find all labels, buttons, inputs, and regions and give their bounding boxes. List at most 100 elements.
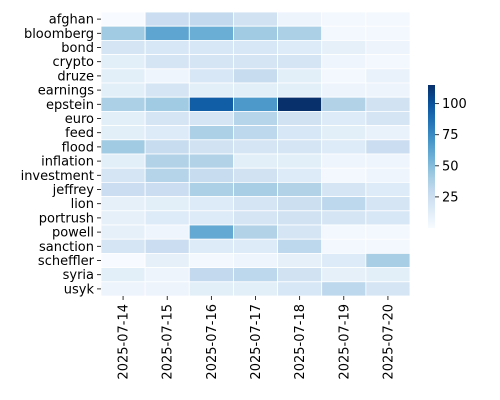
row-label-syria: syria — [63, 268, 94, 283]
heatmap-cell-usyk-2025-07-20 — [365, 281, 411, 297]
heatmap-cell-euro-2025-07-16 — [188, 111, 234, 127]
heatmap-cell-inflation-2025-07-19 — [321, 153, 367, 169]
colorbar-tick-label-25: 25 — [442, 190, 459, 205]
heatmap-cells — [100, 11, 411, 297]
column-label-2025-07-16: 2025-07-16 — [205, 304, 220, 380]
heatmap-cell-euro-2025-07-14 — [100, 111, 146, 127]
heatmap-cell-epstein-2025-07-14 — [100, 96, 146, 112]
heatmap-cell-epstein-2025-07-20 — [365, 96, 411, 112]
heatmap-cell-sanction-2025-07-18 — [277, 238, 323, 254]
heatmap-cell-flood-2025-07-20 — [365, 139, 411, 155]
heatmap-cell-bloomberg-2025-07-20 — [365, 25, 411, 41]
heatmap-cell-flood-2025-07-17 — [233, 139, 278, 155]
heatmap-cell-druze-2025-07-14 — [100, 68, 146, 84]
heatmap-cell-powell-2025-07-14 — [100, 224, 146, 240]
heatmap-cell-bond-2025-07-20 — [365, 40, 411, 56]
heatmap-cell-euro-2025-07-20 — [365, 111, 411, 127]
heatmap-cell-feed-2025-07-15 — [144, 125, 190, 141]
heatmap-cell-sanction-2025-07-19 — [321, 238, 367, 254]
colorbar-gradient — [428, 85, 435, 228]
heatmap-cell-lion-2025-07-14 — [100, 196, 146, 212]
heatmap-cell-crypto-2025-07-18 — [277, 54, 323, 70]
heatmap-cell-epstein-2025-07-18 — [277, 96, 323, 112]
row-label-euro: euro — [65, 112, 94, 127]
heatmap-cell-lion-2025-07-18 — [277, 196, 323, 212]
heatmap-cell-bond-2025-07-18 — [277, 40, 323, 56]
row-label-scheffler: scheffler — [38, 254, 95, 269]
heatmap-cell-earnings-2025-07-17 — [233, 82, 278, 98]
column-label-2025-07-17: 2025-07-17 — [249, 304, 264, 380]
column-label-2025-07-18: 2025-07-18 — [293, 304, 308, 380]
heatmap-cell-crypto-2025-07-19 — [321, 54, 367, 70]
heatmap-cell-bond-2025-07-17 — [233, 40, 278, 56]
heatmap-cell-scheffler-2025-07-18 — [277, 252, 323, 268]
row-label-bond: bond — [61, 41, 94, 56]
row-label-bloomberg: bloomberg — [24, 27, 94, 42]
heatmap-cell-bond-2025-07-15 — [144, 40, 190, 56]
heatmap-cell-druze-2025-07-17 — [233, 68, 278, 84]
heatmap-cell-inflation-2025-07-20 — [365, 153, 411, 169]
heatmap-cell-druze-2025-07-20 — [365, 68, 411, 84]
heatmap-cell-afghan-2025-07-14 — [100, 11, 146, 27]
heatmap-cell-earnings-2025-07-15 — [144, 82, 190, 98]
heatmap-cell-bloomberg-2025-07-19 — [321, 25, 367, 41]
heatmap-cell-sanction-2025-07-17 — [233, 238, 278, 254]
heatmap-cell-inflation-2025-07-16 — [188, 153, 234, 169]
heatmap-cell-crypto-2025-07-20 — [365, 54, 411, 70]
heatmap-cell-scheffler-2025-07-15 — [144, 252, 190, 268]
heatmap-cell-bond-2025-07-19 — [321, 40, 367, 56]
column-label-2025-07-14: 2025-07-14 — [117, 304, 132, 380]
heatmap-cell-powell-2025-07-20 — [365, 224, 411, 240]
heatmap-cell-usyk-2025-07-17 — [233, 281, 278, 297]
heatmap-cell-lion-2025-07-20 — [365, 196, 411, 212]
heatmap-cell-investment-2025-07-19 — [321, 167, 367, 183]
heatmap-cell-flood-2025-07-14 — [100, 139, 146, 155]
heatmap-cell-earnings-2025-07-20 — [365, 82, 411, 98]
heatmap-cell-syria-2025-07-14 — [100, 267, 146, 283]
heatmap-cell-crypto-2025-07-15 — [144, 54, 190, 70]
heatmap-cell-syria-2025-07-20 — [365, 267, 411, 283]
heatmap-cell-crypto-2025-07-14 — [100, 54, 146, 70]
heatmap-cell-euro-2025-07-17 — [233, 111, 278, 127]
heatmap-cell-jeffrey-2025-07-15 — [144, 181, 190, 197]
heatmap-cell-afghan-2025-07-17 — [233, 11, 278, 27]
heatmap-cell-flood-2025-07-15 — [144, 139, 190, 155]
heatmap-cell-jeffrey-2025-07-17 — [233, 181, 278, 197]
colorbar-tick-label-100: 100 — [442, 97, 467, 112]
heatmap-cell-syria-2025-07-17 — [233, 267, 278, 283]
heatmap-cell-portrush-2025-07-16 — [188, 210, 234, 226]
row-label-feed: feed — [65, 126, 94, 141]
row-label-druze: druze — [57, 69, 94, 84]
heatmap-cell-investment-2025-07-18 — [277, 167, 323, 183]
heatmap-cell-afghan-2025-07-19 — [321, 11, 367, 27]
column-label-2025-07-19: 2025-07-19 — [337, 304, 352, 380]
heatmap-cell-lion-2025-07-19 — [321, 196, 367, 212]
heatmap-cell-portrush-2025-07-14 — [100, 210, 146, 226]
heatmap-cell-druze-2025-07-18 — [277, 68, 323, 84]
heatmap-cell-sanction-2025-07-20 — [365, 238, 411, 254]
heatmap-cell-afghan-2025-07-15 — [144, 11, 190, 27]
row-label-crypto: crypto — [53, 55, 95, 70]
heatmap-cell-epstein-2025-07-19 — [321, 96, 367, 112]
heatmap-cell-euro-2025-07-15 — [144, 111, 190, 127]
heatmap-cell-sanction-2025-07-15 — [144, 238, 190, 254]
column-label-2025-07-15: 2025-07-15 — [161, 304, 176, 380]
heatmap-cell-powell-2025-07-16 — [188, 224, 234, 240]
heatmap-cell-usyk-2025-07-19 — [321, 281, 367, 297]
heatmap-cell-druze-2025-07-16 — [188, 68, 234, 84]
heatmap-cell-afghan-2025-07-18 — [277, 11, 323, 27]
heatmap-cell-portrush-2025-07-20 — [365, 210, 411, 226]
row-label-portrush: portrush — [39, 211, 94, 226]
heatmap-cell-usyk-2025-07-16 — [188, 281, 234, 297]
heatmap-cell-portrush-2025-07-18 — [277, 210, 323, 226]
heatmap-cell-feed-2025-07-16 — [188, 125, 234, 141]
heatmap-cell-inflation-2025-07-18 — [277, 153, 323, 169]
row-label-epstein: epstein — [46, 98, 94, 113]
heatmap-cell-jeffrey-2025-07-14 — [100, 181, 146, 197]
heatmap-cell-powell-2025-07-17 — [233, 224, 278, 240]
heatmap-cell-afghan-2025-07-20 — [365, 11, 411, 27]
heatmap-cell-bloomberg-2025-07-16 — [188, 25, 234, 41]
heatmap-cell-jeffrey-2025-07-18 — [277, 181, 323, 197]
heatmap-cell-powell-2025-07-19 — [321, 224, 367, 240]
